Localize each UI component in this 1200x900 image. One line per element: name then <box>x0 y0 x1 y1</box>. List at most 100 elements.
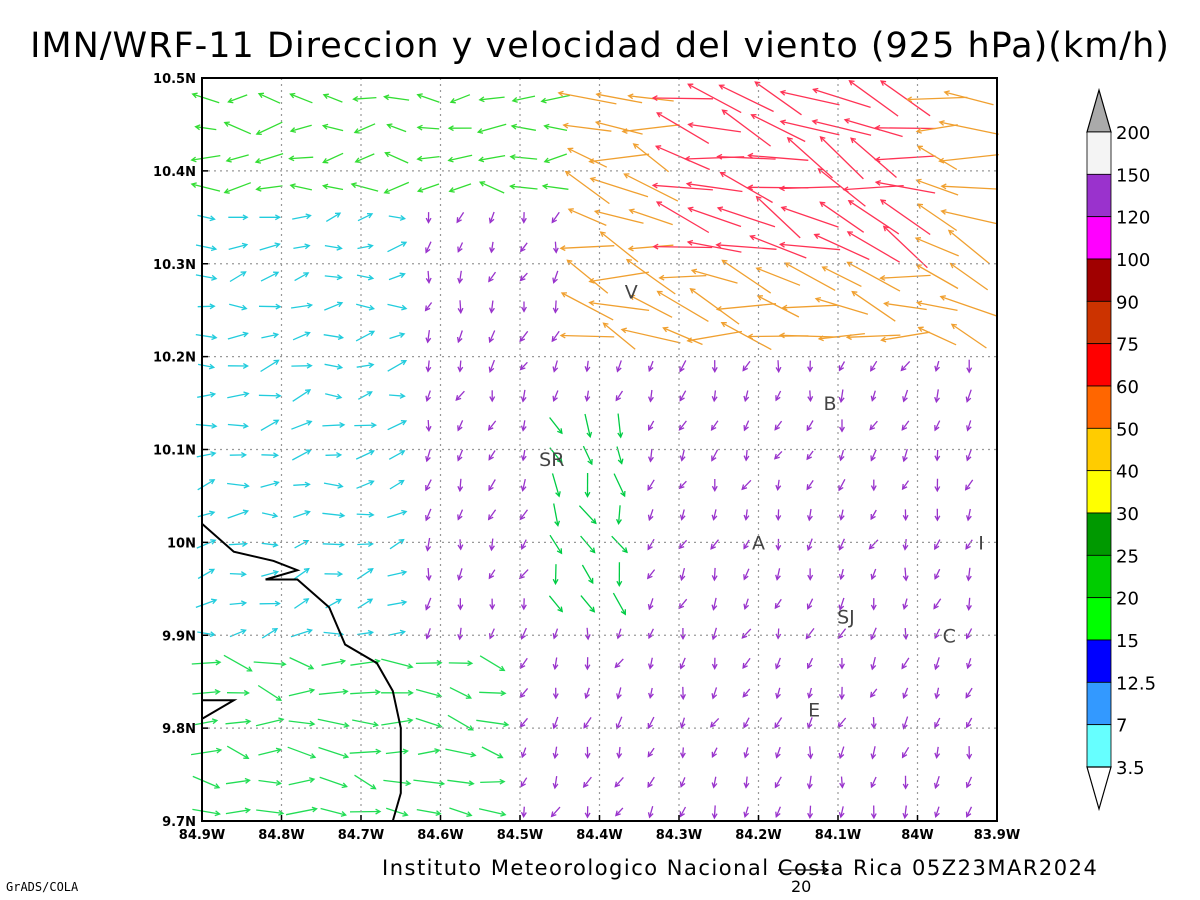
wind-arrow <box>627 93 674 102</box>
wind-arrow <box>627 244 674 252</box>
wind-arrows-layer <box>190 80 999 820</box>
colorbar-label: 25 <box>1116 546 1139 567</box>
wind-arrow <box>775 628 782 640</box>
wind-arrow <box>902 539 909 551</box>
colorbar-segment <box>1086 131 1112 175</box>
wind-arrow <box>807 805 814 820</box>
wind-arrow <box>710 420 719 432</box>
wind-arrow <box>229 303 248 311</box>
wind-arrow <box>655 201 710 234</box>
wind-arrow <box>711 360 718 374</box>
wind-arrow <box>711 449 719 462</box>
wind-arrow <box>870 746 877 760</box>
wind-arrow <box>583 717 592 729</box>
wind-arrow <box>357 243 374 250</box>
wind-arrow <box>647 657 654 670</box>
wind-arrow <box>324 571 344 577</box>
wind-arrow <box>383 181 410 194</box>
wind-arrow <box>289 183 313 191</box>
wind-arrow <box>916 145 958 171</box>
colorbar-segment <box>1086 427 1112 472</box>
wind-arrow <box>838 746 845 760</box>
wind-arrow <box>520 777 528 788</box>
wind-arrow <box>195 422 218 429</box>
wind-arrow <box>353 123 376 134</box>
wind-arrow <box>260 359 280 373</box>
wind-arrow <box>387 509 408 519</box>
wind-arrow <box>870 598 877 611</box>
wind-arrow <box>711 687 718 700</box>
wind-arrow <box>819 135 864 180</box>
wind-arrow <box>488 300 495 314</box>
wind-arrow <box>354 422 378 429</box>
wind-arrow <box>715 242 777 250</box>
wind-arrow <box>192 689 221 695</box>
wind-arrow <box>813 233 870 261</box>
wind-arrow <box>679 657 686 670</box>
colorbar-label: 150 <box>1116 165 1150 186</box>
city-label: A <box>752 532 765 554</box>
colorbar-segment <box>1086 639 1112 683</box>
wind-arrow <box>940 209 997 225</box>
wind-arrow <box>384 151 409 164</box>
wind-arrow <box>743 568 750 581</box>
wind-arrow <box>938 153 999 164</box>
wind-arrow <box>902 448 908 463</box>
wind-arrow <box>851 290 896 322</box>
wind-arrow <box>711 390 718 403</box>
wind-arrow <box>902 509 909 522</box>
footer-credit: Instituto Meteorologico Nacional Costa R… <box>382 856 1099 880</box>
wind-arrow <box>322 512 346 519</box>
wind-arrow <box>616 628 622 640</box>
wind-arrow <box>191 747 223 756</box>
wind-arrow <box>678 480 687 490</box>
wind-arrow <box>447 125 472 132</box>
wind-arrow <box>520 539 527 551</box>
wind-arrow <box>381 658 414 669</box>
wind-arrow <box>868 539 879 550</box>
wind-arrow <box>425 419 432 433</box>
wind-arrow <box>290 628 313 638</box>
wind-arrow <box>901 657 910 670</box>
wind-arrow <box>778 185 841 192</box>
wind-arrow <box>488 359 496 373</box>
wind-arrow <box>933 776 940 790</box>
wind-arrow <box>425 449 431 463</box>
wind-arrow <box>616 746 623 759</box>
wind-arrow <box>229 271 247 283</box>
wind-arrow <box>588 271 650 284</box>
wind-arrow <box>711 747 718 759</box>
y-tick-label: 9.7N <box>162 815 196 830</box>
wind-arrow <box>756 295 800 318</box>
wind-arrow <box>775 657 782 670</box>
wind-arrow <box>950 323 987 349</box>
wind-arrow <box>553 503 561 527</box>
wind-arrow <box>850 137 897 178</box>
wind-arrow <box>552 628 559 640</box>
wind-arrow <box>519 657 528 670</box>
wind-arrow <box>321 123 344 132</box>
wind-arrow <box>623 173 679 202</box>
wind-arrow <box>288 720 316 727</box>
wind-arrow <box>552 360 559 373</box>
wind-arrow <box>656 290 709 322</box>
wind-arrow <box>197 363 216 370</box>
wind-arrow <box>743 509 750 521</box>
wind-arrow <box>902 628 909 641</box>
y-tick-label: 10.1N <box>153 444 196 459</box>
wind-arrow <box>386 123 407 133</box>
wind-arrow <box>680 627 686 641</box>
wind-arrow <box>589 176 649 198</box>
wind-arrow <box>387 303 408 311</box>
wind-arrow <box>425 567 432 582</box>
wind-arrow <box>902 805 909 820</box>
wind-arrow <box>647 806 654 819</box>
wind-arrow <box>225 154 249 163</box>
wind-arrow <box>223 121 252 135</box>
colorbar-label: 120 <box>1116 208 1150 229</box>
wind-arrow <box>425 212 432 224</box>
wind-arrow <box>781 304 838 311</box>
wind-arrow <box>478 96 505 103</box>
wind-arrow <box>743 390 750 403</box>
